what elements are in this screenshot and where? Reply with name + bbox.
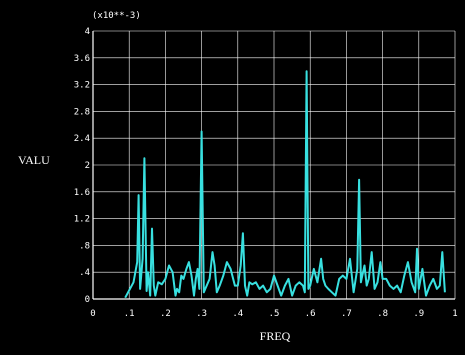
x-tick-label: .2 xyxy=(160,309,171,319)
y-tick-label: 2.4 xyxy=(74,134,90,144)
x-tick-label: .4 xyxy=(232,309,243,319)
x-tick-label: .7 xyxy=(341,309,352,319)
x-tick-label: .8 xyxy=(377,309,388,319)
x-tick-label: 0 xyxy=(90,309,95,319)
x-tick-label: .5 xyxy=(269,309,280,319)
y-tick-label: .4 xyxy=(79,268,90,278)
y-tick-label: .8 xyxy=(79,241,90,251)
y-tick-label: 1.6 xyxy=(74,188,90,198)
y-tick-label: 0 xyxy=(85,295,90,305)
x-tick-label: .3 xyxy=(196,309,207,319)
y-tick-label: 2 xyxy=(85,161,90,171)
y-tick-label: 3.6 xyxy=(74,54,90,64)
series-line xyxy=(124,70,446,299)
x-tick-label: .6 xyxy=(305,309,316,319)
y-tick-label: 4 xyxy=(85,27,90,37)
x-axis-label: FREQ xyxy=(260,329,291,343)
y-tick-label: 3.2 xyxy=(74,81,90,91)
y-tick-label: 1.2 xyxy=(74,215,90,225)
grid xyxy=(92,30,456,300)
series-layer xyxy=(124,70,446,299)
x-tick-label: .9 xyxy=(413,309,424,319)
axes xyxy=(92,31,455,300)
y-axis-label: VALU xyxy=(18,153,50,167)
y-exponent-label: (x10**-3) xyxy=(92,11,141,21)
y-tick-label: 2.8 xyxy=(74,107,90,117)
tick-labels: 0 .1 .2 .3 .4 .5 .6 .7 .8 .9 1 0 .4 .8 1.2 1.6 2 2.4 2.8 3.… xyxy=(74,27,458,319)
x-tick-label: 1 xyxy=(452,309,457,319)
x-tick-label: .1 xyxy=(124,309,135,319)
